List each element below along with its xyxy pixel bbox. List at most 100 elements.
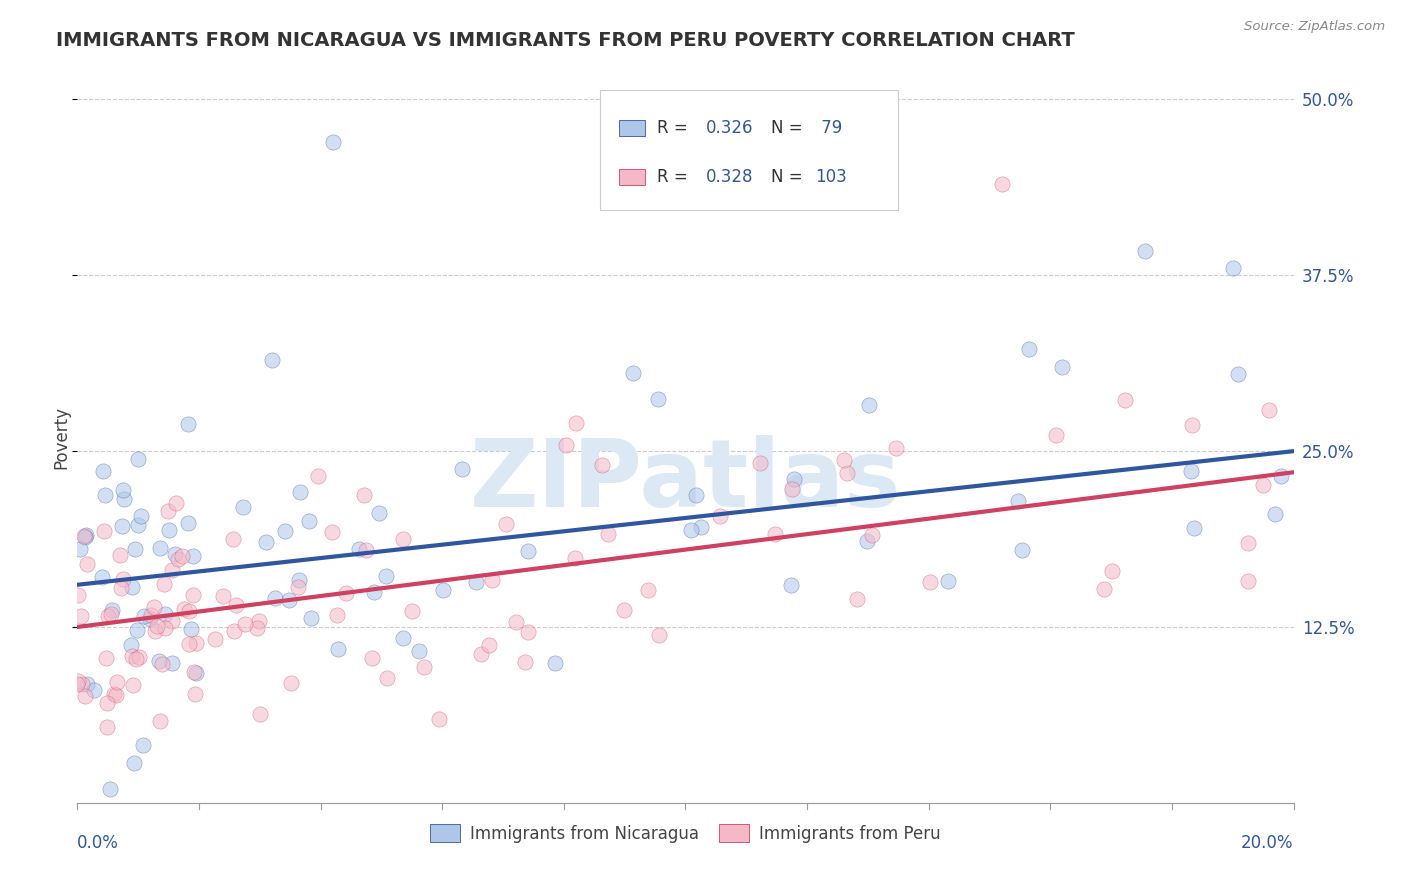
Point bbox=[322, 135, 344, 149]
Point bbox=[125, 623, 148, 637]
Point bbox=[936, 574, 959, 588]
Point bbox=[181, 588, 204, 602]
Point bbox=[298, 514, 321, 528]
Point bbox=[221, 533, 243, 547]
Point bbox=[564, 550, 586, 565]
Point bbox=[264, 591, 287, 605]
Point bbox=[155, 607, 177, 622]
Point bbox=[1222, 261, 1244, 276]
Point bbox=[73, 529, 96, 543]
Point bbox=[160, 614, 183, 628]
Point bbox=[122, 756, 145, 771]
Point bbox=[1237, 574, 1260, 588]
Point bbox=[97, 609, 120, 624]
Point bbox=[111, 518, 134, 533]
Point bbox=[1011, 542, 1033, 557]
Point bbox=[647, 392, 669, 406]
Point bbox=[177, 516, 200, 531]
Point bbox=[856, 533, 879, 548]
Point bbox=[180, 622, 202, 636]
Point bbox=[70, 676, 93, 690]
Point bbox=[287, 580, 309, 594]
Point bbox=[596, 526, 619, 541]
Point bbox=[157, 524, 180, 538]
Point bbox=[127, 452, 149, 467]
Point bbox=[623, 366, 645, 380]
Text: IMMIGRANTS FROM NICARAGUA VS IMMIGRANTS FROM PERU POVERTY CORRELATION CHART: IMMIGRANTS FROM NICARAGUA VS IMMIGRANTS … bbox=[56, 31, 1076, 50]
Text: 0.326: 0.326 bbox=[706, 120, 754, 137]
Point bbox=[112, 491, 135, 506]
Point bbox=[177, 637, 200, 651]
Point bbox=[1227, 367, 1250, 381]
Point bbox=[101, 603, 124, 617]
Point bbox=[75, 528, 97, 542]
Point bbox=[1258, 403, 1281, 417]
Point bbox=[591, 458, 613, 472]
Point bbox=[111, 572, 134, 586]
Legend: Immigrants from Nicaragua, Immigrants from Peru: Immigrants from Nicaragua, Immigrants fr… bbox=[423, 818, 948, 849]
Point bbox=[108, 548, 131, 562]
Point bbox=[685, 488, 707, 502]
FancyBboxPatch shape bbox=[600, 90, 898, 211]
Point bbox=[66, 676, 89, 690]
Point bbox=[177, 417, 200, 431]
Point bbox=[96, 720, 118, 734]
Point bbox=[75, 689, 97, 703]
Point bbox=[288, 485, 311, 500]
Point bbox=[142, 600, 165, 615]
Point bbox=[780, 482, 803, 496]
Point bbox=[232, 500, 254, 515]
Point bbox=[149, 541, 172, 555]
Point bbox=[83, 683, 105, 698]
Point bbox=[247, 614, 270, 628]
Point bbox=[129, 508, 152, 523]
Point bbox=[347, 542, 370, 557]
Point bbox=[1018, 342, 1040, 356]
Point bbox=[470, 648, 492, 662]
Point bbox=[391, 632, 413, 646]
Point bbox=[432, 582, 454, 597]
Point bbox=[249, 706, 271, 721]
Point bbox=[328, 641, 350, 656]
Point bbox=[153, 577, 176, 591]
Point bbox=[110, 581, 132, 595]
Point bbox=[837, 466, 859, 480]
Point bbox=[127, 518, 149, 533]
Point bbox=[1180, 464, 1202, 478]
Point bbox=[565, 416, 588, 430]
Point bbox=[111, 483, 134, 498]
Point bbox=[181, 549, 204, 563]
Point bbox=[481, 573, 503, 587]
Point bbox=[280, 675, 302, 690]
Point bbox=[335, 586, 357, 600]
Point bbox=[1101, 564, 1123, 578]
Point bbox=[166, 552, 188, 566]
Point bbox=[513, 655, 536, 669]
Point bbox=[157, 504, 180, 518]
Point bbox=[464, 575, 486, 590]
Point bbox=[517, 543, 540, 558]
Point bbox=[76, 557, 98, 571]
Point bbox=[105, 688, 128, 702]
Point bbox=[408, 644, 430, 658]
Point bbox=[177, 604, 200, 618]
Text: 0.0%: 0.0% bbox=[77, 833, 120, 852]
Point bbox=[613, 603, 636, 617]
Point bbox=[368, 506, 391, 520]
Point bbox=[690, 519, 713, 533]
Point bbox=[517, 624, 540, 639]
Point bbox=[120, 638, 142, 652]
Point bbox=[67, 673, 90, 688]
Point bbox=[709, 508, 731, 523]
Point bbox=[427, 712, 450, 726]
Point bbox=[783, 472, 806, 486]
Point bbox=[288, 573, 311, 587]
Point bbox=[779, 577, 801, 591]
Point bbox=[1264, 507, 1286, 521]
Point bbox=[75, 530, 97, 544]
Point bbox=[363, 584, 385, 599]
Point bbox=[235, 617, 257, 632]
Point bbox=[128, 649, 150, 664]
Point bbox=[121, 648, 143, 663]
Point bbox=[141, 607, 163, 622]
